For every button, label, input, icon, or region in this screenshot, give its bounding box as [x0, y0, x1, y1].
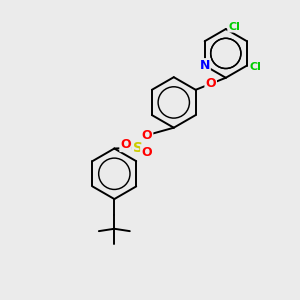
Text: N: N [200, 59, 210, 72]
Text: O: O [206, 77, 216, 90]
Text: O: O [141, 146, 152, 159]
Text: Cl: Cl [250, 62, 262, 72]
Text: O: O [142, 129, 152, 142]
Text: O: O [120, 138, 131, 151]
Text: S: S [133, 141, 143, 154]
Text: Cl: Cl [228, 22, 240, 32]
